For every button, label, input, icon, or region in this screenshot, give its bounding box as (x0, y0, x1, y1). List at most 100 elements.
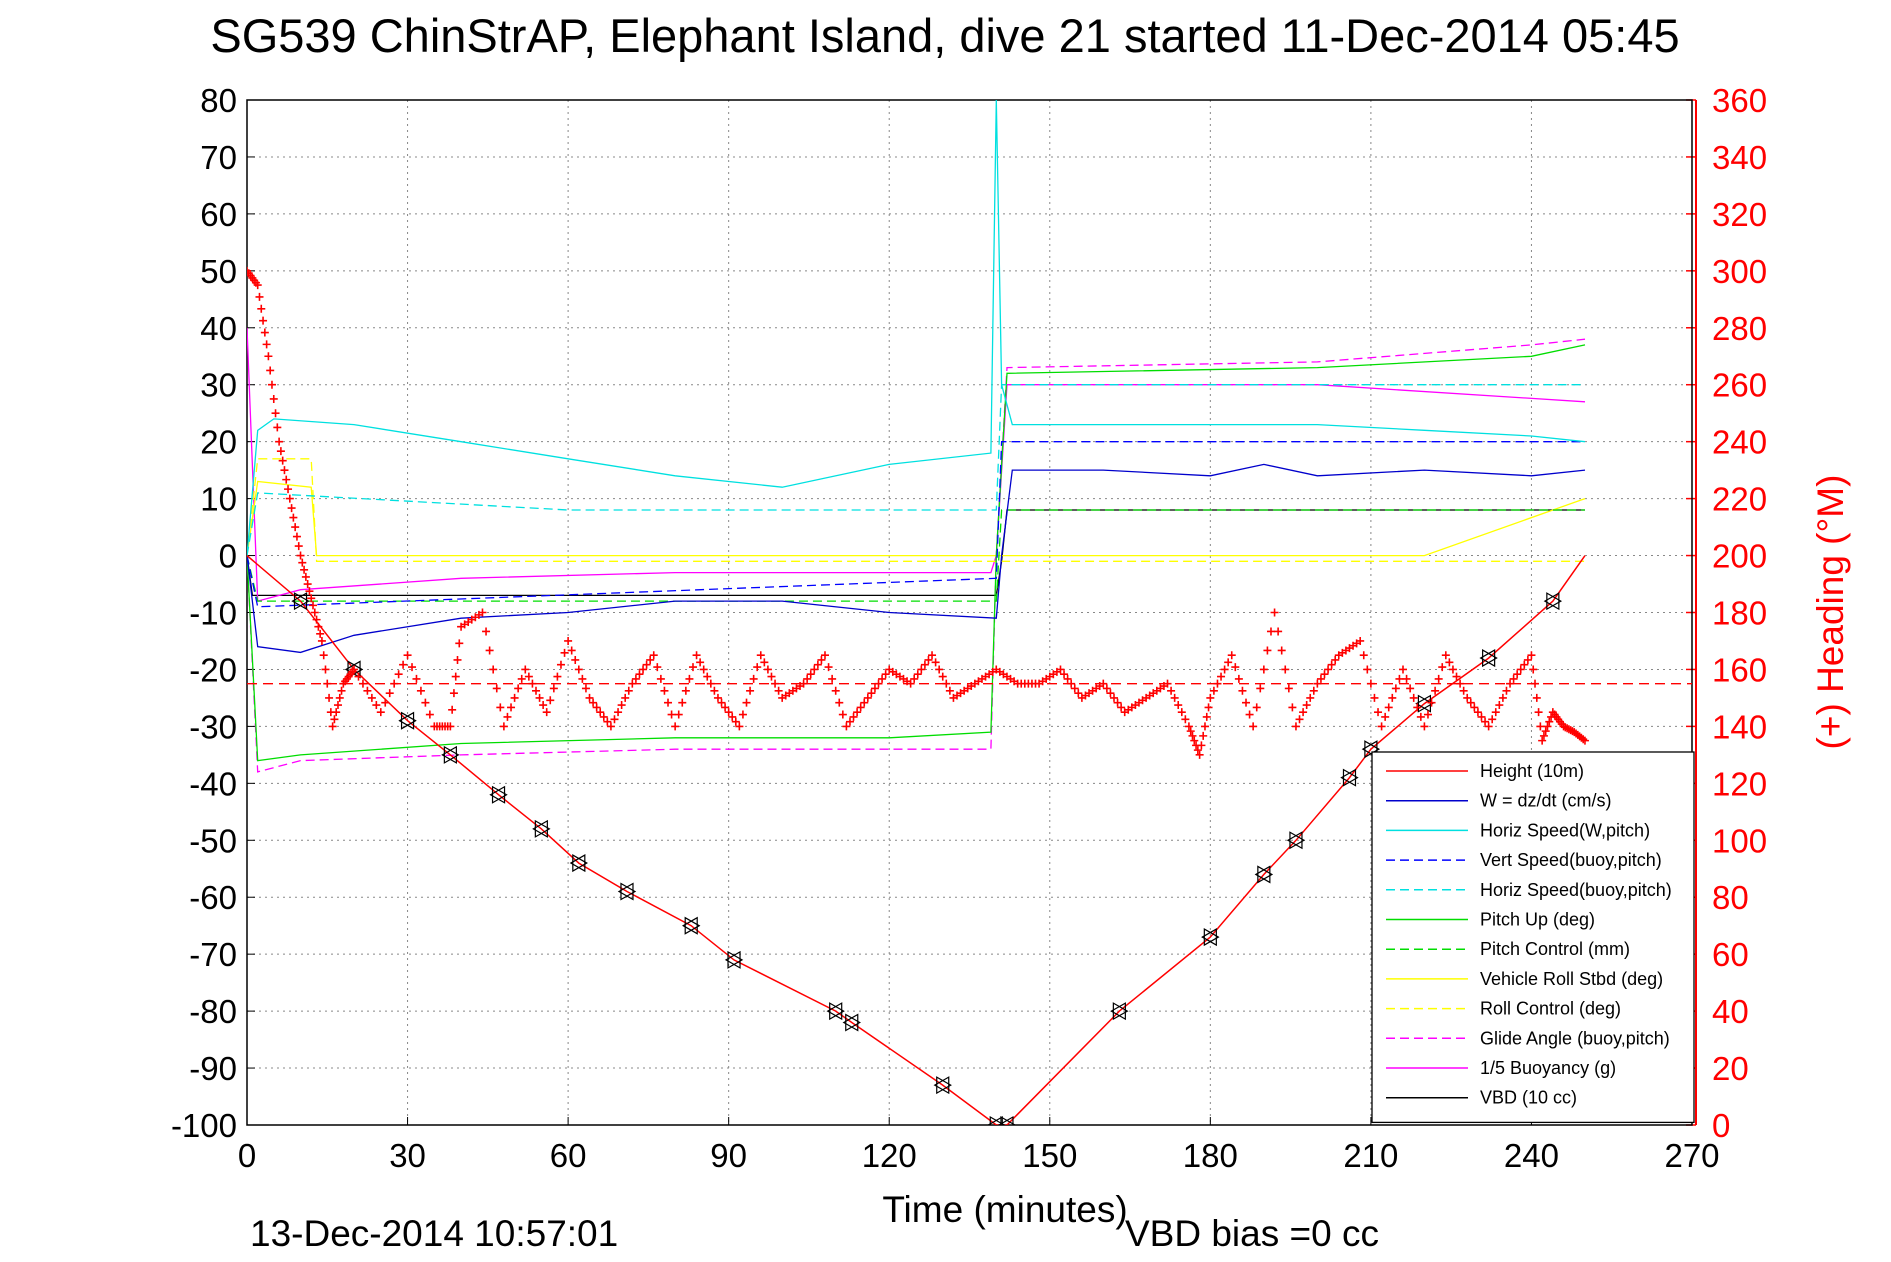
y2-tick-label: 60 (1712, 936, 1749, 973)
heading-marker (287, 504, 296, 513)
heading-marker (264, 352, 273, 361)
heading-marker (1167, 686, 1176, 695)
heading-marker (1291, 722, 1300, 731)
series-pitch-up-deg (247, 344, 1586, 762)
heading-marker (1402, 674, 1411, 683)
legend-entry: Horiz Speed(buoy,pitch) (1480, 880, 1672, 900)
heading-marker (813, 660, 822, 669)
heading-marker (1206, 693, 1215, 702)
heading-marker (291, 523, 300, 532)
timestamp: 13-Dec-2014 10:57:01 (250, 1213, 618, 1254)
height-marker (829, 1002, 845, 1021)
heading-marker (1113, 698, 1122, 707)
heading-marker (1579, 735, 1588, 744)
legend-entry: Vert Speed(buoy,pitch) (1480, 850, 1662, 870)
height-marker (1342, 768, 1359, 787)
height-marker (1415, 694, 1432, 713)
series-1-5-buoyancy-g (247, 327, 1586, 602)
heading-marker (1473, 708, 1482, 717)
heading-marker (1477, 712, 1486, 721)
heading-marker (578, 674, 587, 683)
heading-marker (325, 693, 334, 702)
heading-marker (278, 456, 287, 465)
height-marker (1340, 768, 1357, 787)
height-marker (724, 950, 741, 969)
heading-marker (298, 558, 307, 567)
heading-marker (282, 475, 291, 484)
x-tick-label: 120 (862, 1137, 917, 1174)
heading-marker (845, 717, 854, 726)
y-tick-label: -10 (189, 595, 237, 632)
heading-marker (267, 380, 276, 389)
heading-marker (1413, 703, 1422, 712)
heading-marker (881, 670, 890, 679)
series-w-dz-dt-cm-s (247, 463, 1586, 654)
heading-marker (692, 651, 701, 660)
heading-marker (328, 722, 337, 731)
legend-entry: W = dz/dt (cm/s) (1480, 791, 1612, 811)
heading-marker (1295, 715, 1304, 724)
heading-marker (507, 703, 516, 712)
heading-marker (1441, 651, 1450, 660)
heading-marker (416, 686, 425, 695)
heading-marker (1199, 731, 1208, 740)
heading-marker (335, 693, 344, 702)
heading-marker (849, 712, 858, 721)
y2-tick-label: 320 (1712, 196, 1767, 233)
heading-marker (649, 651, 658, 660)
y2-tick-label: 20 (1712, 1050, 1749, 1087)
heading-marker (1117, 703, 1126, 712)
heading-marker (1427, 698, 1436, 707)
y-tick-label: 80 (200, 82, 237, 119)
heading-marker (685, 674, 694, 683)
heading-marker (635, 670, 644, 679)
heading-marker (664, 698, 673, 707)
heading-marker (870, 684, 879, 693)
heading-marker (1063, 674, 1072, 683)
heading-marker (817, 655, 826, 664)
y-tick-label: 10 (200, 481, 237, 518)
heading-marker (631, 674, 640, 683)
heading-marker (316, 629, 325, 638)
heading-marker (1466, 698, 1475, 707)
heading-marker (1520, 660, 1529, 669)
heading-marker (1056, 665, 1065, 674)
heading-marker (1316, 674, 1325, 683)
heading-marker (549, 684, 558, 693)
x-tick-label: 270 (1664, 1137, 1719, 1174)
y2-tick-label: 160 (1712, 651, 1767, 688)
heading-marker (1224, 658, 1233, 667)
y-tick-label: 20 (200, 424, 237, 461)
heading-marker (372, 701, 381, 710)
heading-marker (624, 686, 633, 695)
y2-tick-label: 140 (1712, 708, 1767, 745)
heading-marker (301, 572, 310, 581)
heading-marker (1284, 684, 1293, 693)
heading-marker (1445, 658, 1454, 667)
heading-marker (1409, 693, 1418, 702)
series-height-10m (247, 555, 1586, 1125)
height-marker (1417, 694, 1434, 713)
heading-marker (247, 266, 251, 275)
legend-entry: Horiz Speed(W,pitch) (1480, 820, 1650, 840)
heading-marker (653, 663, 662, 672)
heading-marker (603, 717, 612, 726)
heading-marker (1186, 727, 1195, 736)
heading-marker (599, 712, 608, 721)
heading-marker (571, 655, 580, 664)
height-marker (398, 711, 415, 730)
heading-marker (596, 708, 605, 717)
heading-marker (1516, 665, 1525, 674)
heading-marker (330, 715, 339, 724)
y-tick-label: 70 (200, 139, 237, 176)
height-marker (1479, 649, 1496, 668)
height-marker (987, 1115, 1003, 1125)
heading-marker (810, 665, 819, 674)
heading-marker (699, 665, 708, 674)
height-marker (1254, 865, 1271, 884)
y2-tick-label: 360 (1712, 82, 1767, 119)
series-layer (247, 100, 1692, 1125)
heading-marker (856, 703, 865, 712)
heading-marker (556, 660, 565, 669)
